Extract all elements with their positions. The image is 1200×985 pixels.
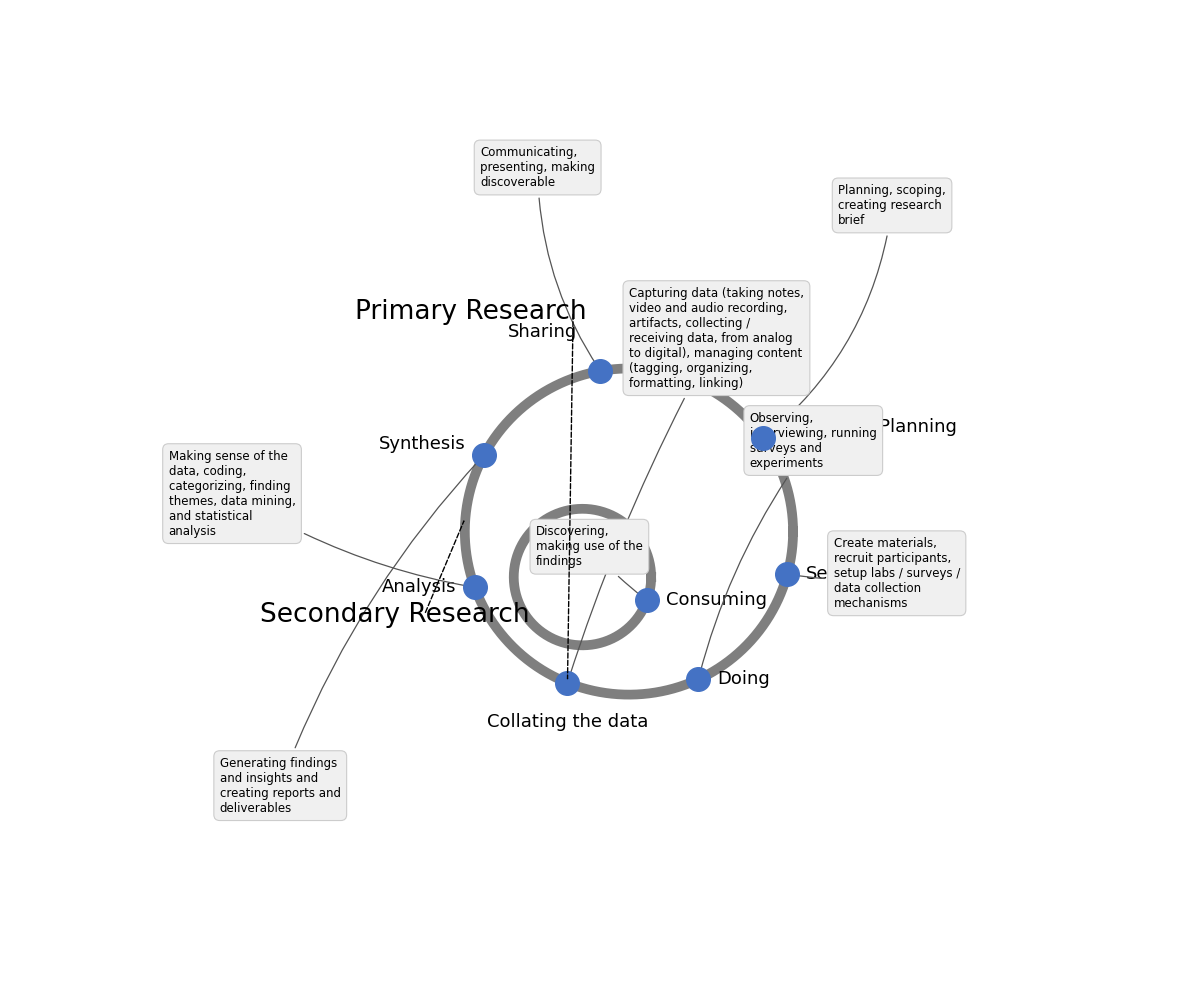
Text: Making sense of the
data, coding,
categorizing, finding
themes, data mining,
and: Making sense of the data, coding, catego… [168, 449, 470, 588]
Text: Doing: Doing [716, 671, 769, 689]
Text: Collating the data: Collating the data [487, 713, 648, 731]
Text: Primary Research: Primary Research [355, 298, 587, 325]
Text: Setup: Setup [806, 564, 858, 583]
Text: Planning, scoping,
creating research
brief: Planning, scoping, creating research bri… [767, 184, 946, 435]
Text: Secondary Research: Secondary Research [259, 602, 529, 628]
Text: Communicating,
presenting, making
discoverable: Communicating, presenting, making discov… [480, 146, 598, 367]
Text: Synthesis: Synthesis [379, 434, 466, 453]
Text: Scoping & Planning: Scoping & Planning [782, 418, 956, 435]
Text: Generating findings
and insights and
creating reports and
deliverables: Generating findings and insights and cre… [220, 458, 481, 815]
Text: Capturing data (taking notes,
video and audio recording,
artifacts, collecting /: Capturing data (taking notes, video and … [568, 287, 804, 679]
Text: Sharing: Sharing [508, 323, 577, 341]
FancyArrowPatch shape [426, 521, 464, 613]
Text: Create materials,
recruit participants,
setup labs / surveys /
data collection
m: Create materials, recruit participants, … [792, 537, 960, 610]
FancyArrowPatch shape [568, 314, 574, 679]
Text: Observing,
interviewing, running
surveys and
experiments: Observing, interviewing, running surveys… [698, 412, 877, 676]
Text: Analysis: Analysis [382, 578, 456, 596]
Text: Discovering,
making use of the
findings: Discovering, making use of the findings [536, 525, 643, 598]
Text: Consuming: Consuming [666, 591, 767, 610]
